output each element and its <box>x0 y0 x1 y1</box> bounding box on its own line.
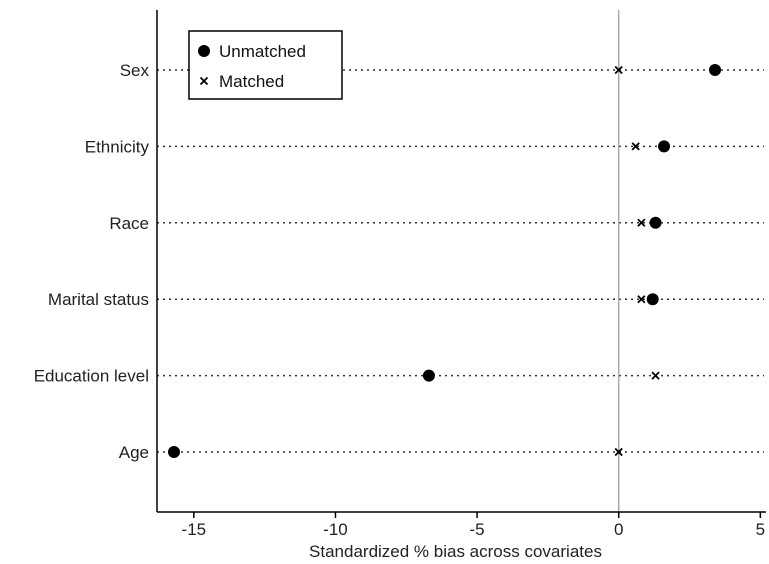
matched-point <box>651 371 660 380</box>
category-label: Ethnicity <box>85 137 150 156</box>
unmatched-point <box>646 293 659 306</box>
marker-stroke <box>631 142 640 151</box>
x-tick-label: 5 <box>756 520 765 539</box>
legend-label: Unmatched <box>219 42 306 61</box>
x-tick-label: -10 <box>323 520 348 539</box>
x-tick-label: -5 <box>470 520 485 539</box>
x-axis-ticks: -15 -10 -5 0 5 <box>182 512 765 539</box>
category-label: Education level <box>34 367 149 386</box>
legend-marker <box>199 76 209 86</box>
legend-label: Matched <box>219 72 284 91</box>
matched-point <box>637 295 646 304</box>
category-label: Marital status <box>48 290 149 309</box>
unmatched-point <box>167 446 180 458</box>
unmatched-point <box>709 64 722 76</box>
unmatched-point <box>422 369 435 382</box>
category-labels: Sex Ethnicity Race Marital status Education … <box>34 61 150 462</box>
unmatched-point <box>649 216 662 229</box>
x-tick-label: -15 <box>182 520 207 539</box>
marker-stroke <box>614 447 623 457</box>
matched-point <box>631 142 640 151</box>
unmatched-point <box>658 140 671 153</box>
category-label: Sex <box>120 61 150 80</box>
category-label: Race <box>109 214 149 233</box>
legend: Unmatched Matched <box>188 30 343 100</box>
marker-stroke <box>651 371 660 380</box>
x-tick-label: 0 <box>614 520 623 539</box>
marker-stroke <box>637 295 646 304</box>
data-points <box>167 64 722 458</box>
marker-stroke <box>614 65 623 75</box>
matched-point <box>637 218 646 227</box>
matched-point <box>614 447 623 457</box>
x-axis-title: Standardized % bias across covariates <box>309 542 602 561</box>
marker-stroke <box>637 218 646 227</box>
legend-marker <box>198 45 210 57</box>
marker-stroke <box>199 76 209 86</box>
matched-point <box>614 65 623 75</box>
legend-box <box>188 30 343 100</box>
category-label: Age <box>119 443 149 462</box>
